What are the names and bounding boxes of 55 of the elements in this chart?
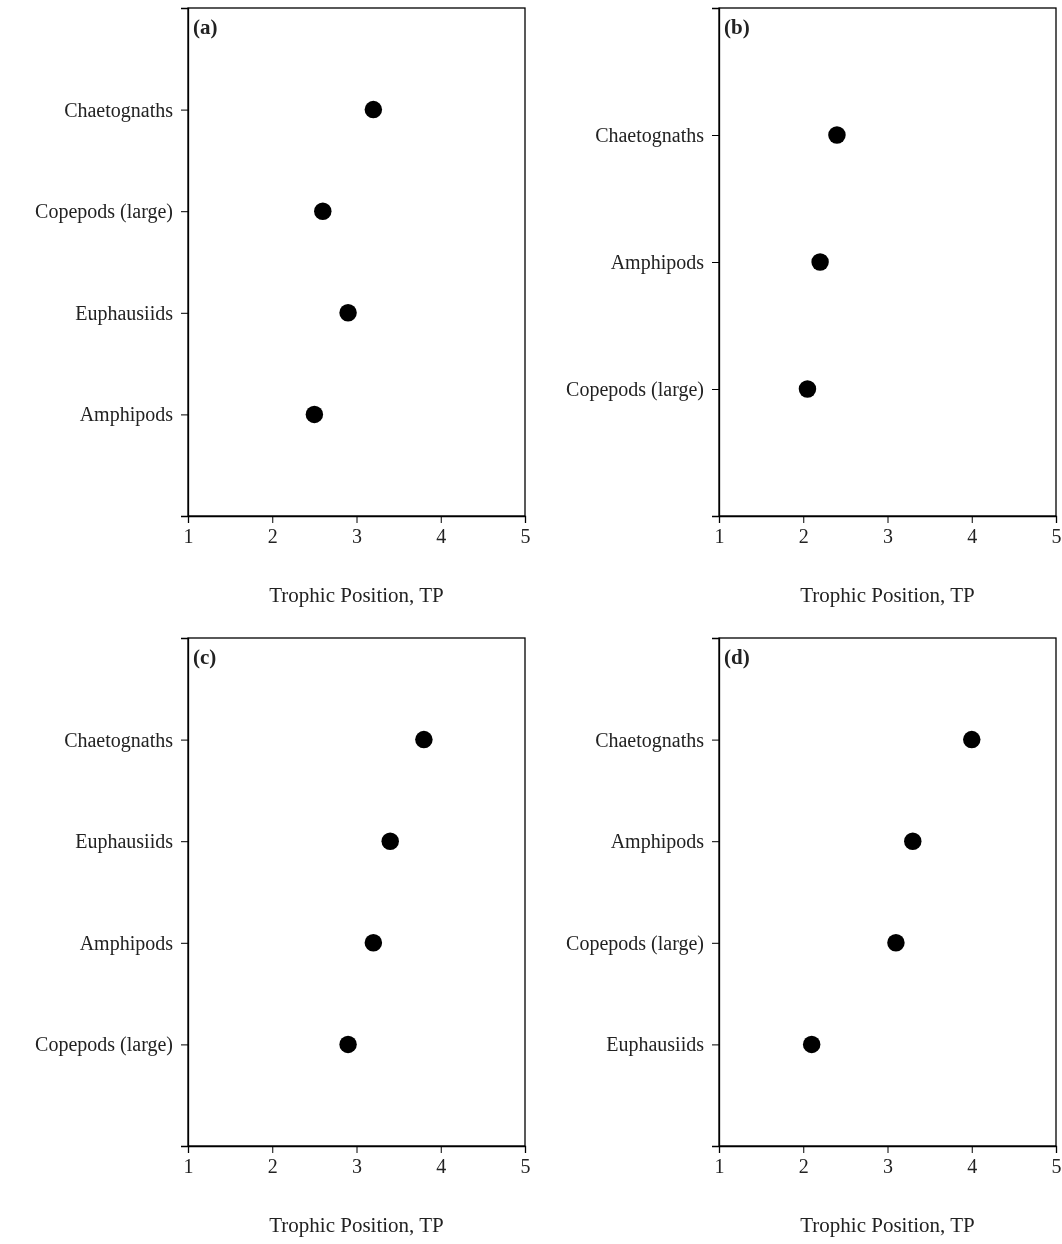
point xyxy=(887,934,905,952)
chart-title: (b) xyxy=(724,15,750,39)
x-tick-label: 1 xyxy=(714,525,725,548)
y-tick-label: Euphausiids xyxy=(75,301,174,325)
y-tick-label: Amphipods xyxy=(610,830,705,854)
y-tick-label: Chaetognaths xyxy=(64,98,174,122)
y-tick-label: Euphausiids xyxy=(606,1033,705,1057)
x-tick-label: 1 xyxy=(183,1155,194,1178)
x-axis-title: Trophic Position, TP xyxy=(800,583,975,607)
y-tick-label: Chaetognaths xyxy=(64,728,174,752)
x-tick-label: 5 xyxy=(1051,1155,1062,1178)
y-tick-label: Copepods (large) xyxy=(35,1033,173,1057)
y-tick-label: Amphipods xyxy=(610,250,705,274)
y-tick-label: Copepods (large) xyxy=(566,377,704,401)
x-axis-title: Trophic Position, TP xyxy=(269,1213,444,1237)
x-tick-label: 2 xyxy=(798,525,809,548)
point xyxy=(963,730,981,749)
point xyxy=(364,934,383,952)
x-tick-label: 5 xyxy=(520,525,531,548)
x-axis-title: Trophic Position, TP xyxy=(269,583,444,607)
chart-title: (d) xyxy=(724,645,750,669)
x-tick-label: 3 xyxy=(883,1155,893,1178)
x-tick-label: 1 xyxy=(183,525,194,548)
point xyxy=(802,1035,821,1054)
y-tick-label: Amphipods xyxy=(79,403,174,427)
point xyxy=(339,1035,357,1054)
point xyxy=(314,202,332,220)
chart-title: (a) xyxy=(193,15,218,39)
x-tick-label: 5 xyxy=(1051,525,1062,548)
chart-title: (c) xyxy=(193,645,217,669)
y-tick-label: Copepods (large) xyxy=(35,200,173,224)
x-tick-label: 4 xyxy=(967,1155,978,1178)
y-tick-label: Chaetognaths xyxy=(595,123,705,147)
x-tick-label: 3 xyxy=(352,1155,362,1178)
x-tick-label: 4 xyxy=(967,525,978,548)
x-tick-label: 2 xyxy=(798,1155,809,1178)
point xyxy=(381,832,399,850)
x-tick-label: 3 xyxy=(352,525,362,548)
x-tick-label: 1 xyxy=(714,1155,725,1178)
point xyxy=(364,100,383,119)
x-tick-label: 4 xyxy=(436,1155,447,1178)
x-tick-label: 2 xyxy=(267,525,278,548)
x-tick-label: 2 xyxy=(267,1155,278,1178)
point xyxy=(415,730,433,749)
y-tick-label: Euphausiids xyxy=(75,830,174,854)
point xyxy=(339,304,357,322)
y-tick-label: Copepods (large) xyxy=(566,931,704,955)
y-tick-label: Chaetognaths xyxy=(595,728,705,752)
x-tick-label: 5 xyxy=(520,1155,531,1178)
x-tick-label: 3 xyxy=(883,525,893,548)
x-axis-title: Trophic Position, TP xyxy=(800,1213,975,1237)
point xyxy=(305,405,324,424)
point xyxy=(904,832,922,850)
x-tick-label: 4 xyxy=(436,525,447,548)
y-tick-label: Amphipods xyxy=(79,931,174,955)
